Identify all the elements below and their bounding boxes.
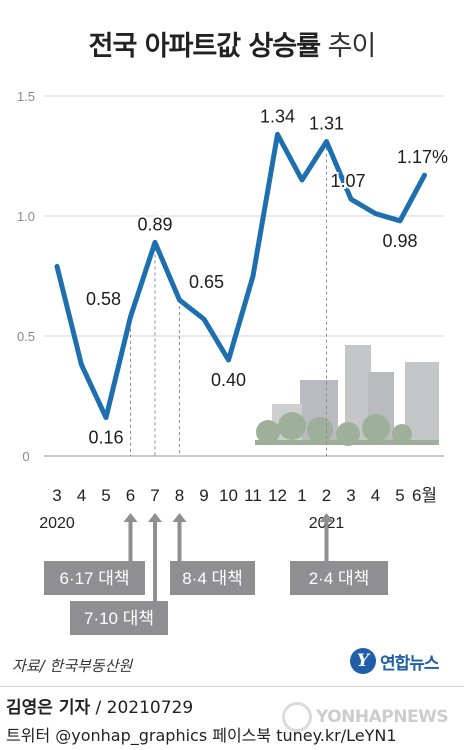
data-point (228, 359, 229, 361)
policy-box (44, 561, 145, 595)
data-point (350, 198, 352, 200)
policy-label: 7·10 대책 (84, 609, 154, 628)
policy-label: 8·4 대책 (182, 569, 243, 588)
data-label: 1.17% (397, 147, 448, 167)
policy-label: 2·4 대책 (309, 569, 370, 588)
tree-icon (362, 414, 390, 442)
data-point (56, 265, 58, 267)
watermark: YONHAPNEWS (282, 700, 449, 734)
data-point (252, 275, 254, 277)
data-label: 0.89 (137, 214, 172, 234)
x-tick-label: 8 (175, 486, 184, 505)
y-tick-label: 1.5 (17, 89, 35, 104)
data-label: 1.31 (309, 114, 344, 134)
yonhap-logo: Y 연합뉴스 (350, 646, 440, 676)
author-name: 김영은 기자 (6, 698, 91, 718)
data-label: 1.34 (260, 106, 295, 126)
x-tick-label: 2 (322, 486, 331, 505)
line-chart: 0 0.5 1.0 1.5 0.16 0.58 0.89 0.65 0.40 1.34 1.31 1.… (17, 89, 450, 635)
publish-date: / 20210729 (90, 698, 194, 718)
data-label: 0.16 (88, 428, 123, 448)
source-note: 자료/ 한국부동산원 (12, 657, 133, 675)
policy-box (70, 601, 168, 635)
data-point (301, 179, 303, 181)
policy-arrow-icon (123, 513, 138, 522)
data-point (399, 220, 401, 222)
yonhap-logo-text: 연합뉴스 (380, 653, 440, 674)
policy-arrow-icon (319, 513, 334, 522)
x-tick-label: 6월 (412, 486, 437, 505)
x-tick-label: 4 (77, 486, 86, 505)
y-tick-label: 0.5 (17, 329, 35, 344)
byline: 김영은 기자 / 20210729 (6, 693, 193, 718)
data-label: 1.07 (330, 171, 365, 191)
data-point (105, 417, 107, 419)
x-tick-label: 7 (150, 486, 159, 505)
footer-divider (0, 686, 464, 687)
x-tick-label: 1 (297, 486, 306, 505)
policy-box (170, 561, 255, 595)
x-tick-label: 12 (268, 486, 287, 505)
yonhap-logo-mark: Y (350, 648, 376, 674)
x-tick-label: 5 (395, 486, 404, 505)
ground-icon (255, 440, 439, 445)
tree-icon (256, 420, 280, 444)
data-point (179, 299, 180, 301)
chart-title-main: 전국 아파트값 상승률 (88, 31, 321, 62)
tree-icon (278, 412, 306, 440)
x-tick-label: 3 (52, 486, 61, 505)
data-point (203, 318, 205, 320)
data-point (130, 316, 131, 318)
chart-title-suffix: 추이 (327, 31, 377, 62)
x-tick-label: 9 (199, 486, 208, 505)
year-label: 2020 (39, 515, 75, 532)
tree-icon (392, 424, 412, 444)
watermark-icon (282, 702, 312, 732)
data-label: 0.98 (382, 231, 417, 251)
x-tick-label: 10 (219, 486, 238, 505)
policy-arrow-icon (172, 513, 187, 522)
data-point (424, 174, 425, 176)
data-label: 0.40 (211, 370, 246, 390)
watermark-text: YONHAPNEWS (316, 707, 449, 727)
x-tick-label: 11 (244, 486, 262, 505)
data-label: 0.65 (189, 272, 224, 292)
data-label: 0.58 (86, 289, 121, 309)
data-point (154, 241, 156, 243)
x-tick-label: 3 (346, 486, 355, 505)
chart-title: 전국 아파트값 상승률 추이 (0, 24, 464, 63)
y-tick-label: 1.0 (17, 209, 35, 224)
data-point (81, 364, 82, 366)
data-point (375, 213, 376, 215)
policy-arrow-icon (148, 513, 162, 522)
policy-label: 6·17 대책 (59, 569, 129, 588)
x-tick-label: 6 (126, 486, 135, 505)
data-point (277, 133, 278, 135)
series-line (54, 131, 427, 421)
x-tick-label: 5 (101, 486, 110, 505)
policy-box (290, 561, 388, 595)
tree-icon (307, 417, 333, 443)
x-tick-label: 4 (371, 486, 380, 505)
data-point (326, 141, 327, 143)
y-tick-label: 0 (22, 449, 29, 464)
